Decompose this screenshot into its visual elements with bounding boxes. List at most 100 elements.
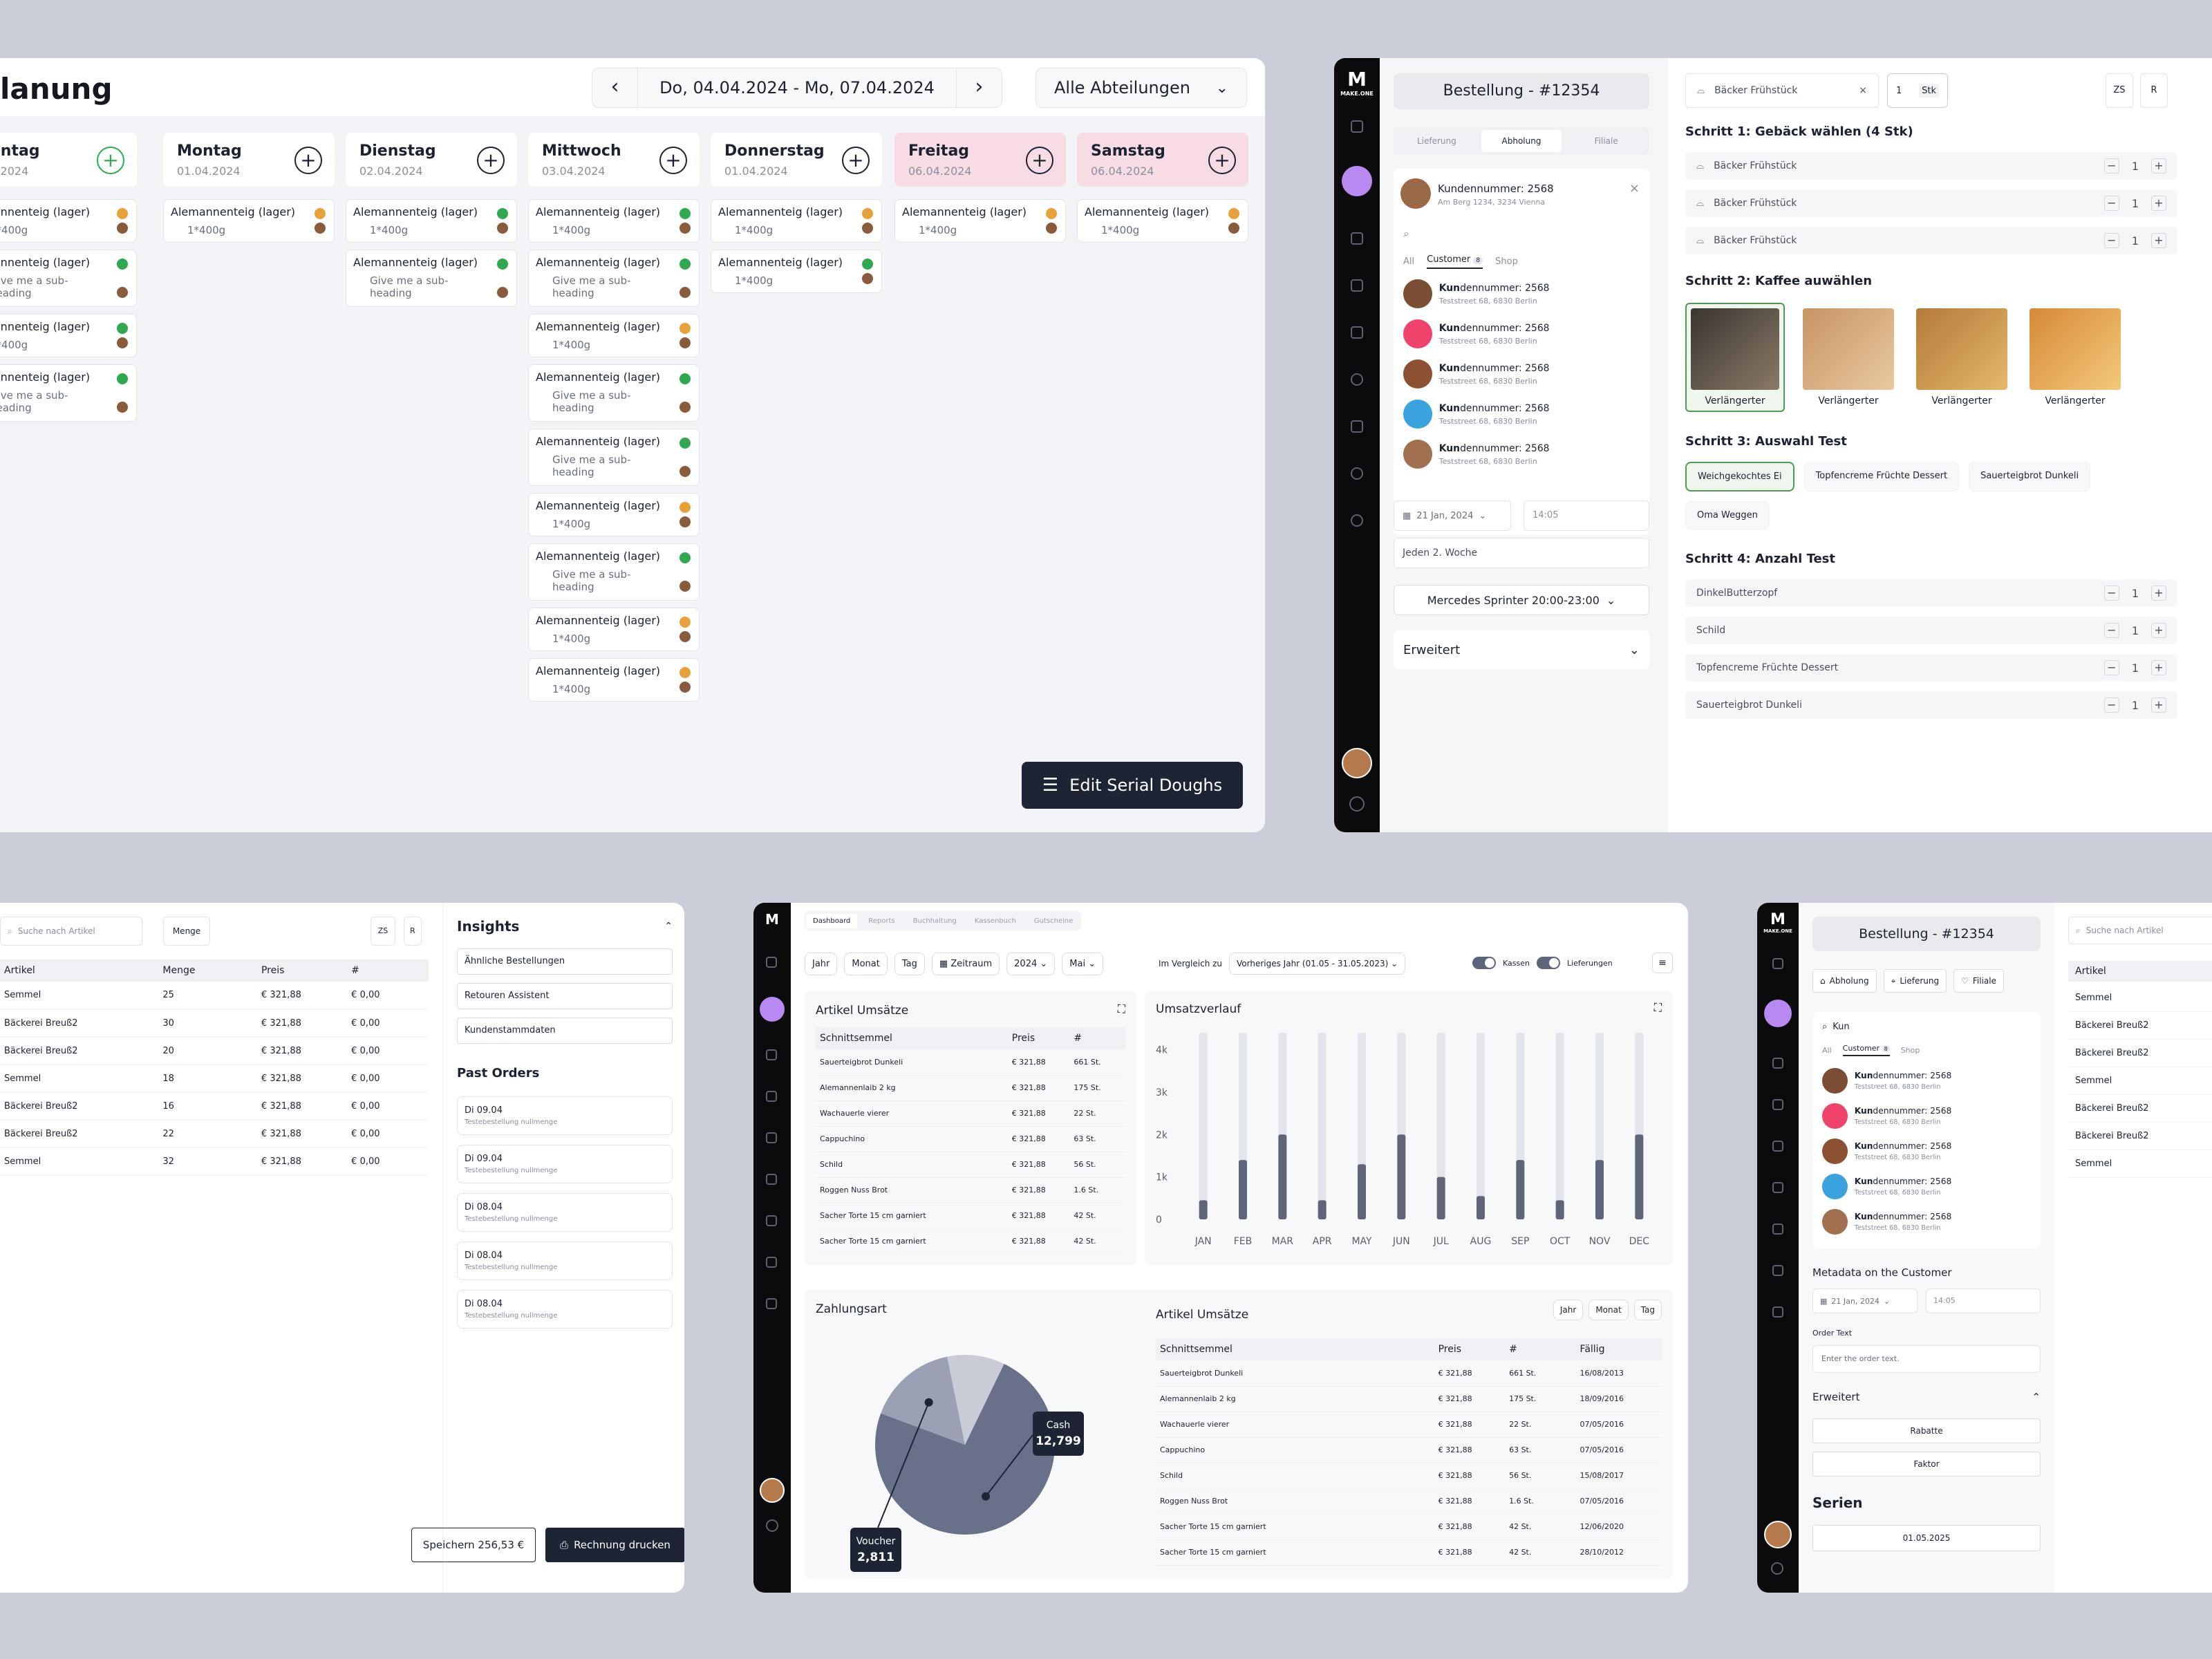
- bar[interactable]: [1555, 1200, 1564, 1219]
- bar[interactable]: [1318, 1200, 1327, 1219]
- coffee-option[interactable]: Verlängerter: [1799, 304, 1898, 411]
- order-text-input[interactable]: Enter the order text.: [1812, 1345, 2041, 1373]
- quantity-stepper[interactable]: −1 +: [2103, 196, 2166, 211]
- serien-date[interactable]: 01.05.2025: [1812, 1525, 2041, 1551]
- avatar[interactable]: [1764, 1521, 1792, 1548]
- warning-icon[interactable]: [766, 1215, 777, 1226]
- quantity-stepper[interactable]: −1 +: [2103, 623, 2166, 638]
- article-search[interactable]: ⌕ Suche nach Artikel: [2068, 917, 2212, 944]
- filter-all[interactable]: All: [1822, 1045, 1832, 1055]
- list-icon[interactable]: [1772, 1058, 1783, 1069]
- dough-card[interactable]: lemannenteig (lager) Give me a sub-headin…: [0, 250, 137, 307]
- test-option[interactable]: Weichgekochtes Ei: [1685, 462, 1794, 491]
- insight-item[interactable]: Retouren Assistent: [457, 983, 673, 1009]
- date-field[interactable]: ▦ 21 Jan, 2024 ⌄: [1812, 1288, 1918, 1313]
- insight-item[interactable]: Ähnliche Bestellungen: [457, 948, 673, 975]
- dough-card[interactable]: lemannenteig (lager) Give me a sub-headin…: [0, 364, 137, 422]
- extended-section[interactable]: Erweitert ⌄: [1394, 630, 1649, 669]
- customer-item[interactable]: Kundennummer: 2568 Teststreet 68, 6830 Be…: [1822, 1134, 2036, 1169]
- dough-card[interactable]: Alemannenteig (lager) 1*400g: [528, 314, 700, 357]
- test-option[interactable]: Sauerteigbrot Dunkeli: [1969, 462, 2091, 491]
- table-row[interactable]: Roggen Nuss Brot € 321,88 1.6 St.: [816, 1177, 1125, 1203]
- table-row[interactable]: Cappuchino € 321,88 63 St.: [816, 1126, 1125, 1152]
- r-button[interactable]: R: [404, 917, 422, 946]
- dough-card[interactable]: Alemannenteig (lager) Give me a sub-headi…: [528, 364, 700, 422]
- insight-item[interactable]: Kundenstammdaten: [457, 1018, 673, 1044]
- dough-card[interactable]: lemannenteig (lager) 1*400g: [0, 314, 137, 357]
- add-icon[interactable]: +: [842, 147, 870, 174]
- sales-filter-button[interactable]: Monat: [1588, 1300, 1629, 1320]
- past-order-item[interactable]: Di 08.04 Testebestellung nullmenge: [457, 1290, 673, 1329]
- dashboard-tab[interactable]: Buchhaltung: [912, 917, 957, 925]
- list-item[interactable]: Semmel: [2068, 1150, 2212, 1178]
- bar[interactable]: [1477, 1196, 1485, 1219]
- expand-icon[interactable]: ⛶: [1653, 1001, 1662, 1014]
- gear-icon[interactable]: [1772, 1306, 1783, 1318]
- table-row[interactable]: Schild € 321,88 56 St. 15/08/2017: [1156, 1463, 1662, 1489]
- prev-date-button[interactable]: ‹: [592, 68, 638, 107]
- table-row[interactable]: Sacher Torte 15 cm garniert € 321,88 42 St…: [1156, 1514, 1662, 1540]
- date-range-label[interactable]: Do, 04.04.2024 - Mo, 07.04.2024: [659, 78, 935, 97]
- menge-button[interactable]: Menge: [163, 917, 210, 946]
- avatar[interactable]: [1342, 748, 1372, 778]
- sales-filter-button[interactable]: Tag: [1633, 1300, 1662, 1320]
- table-row[interactable]: Schild € 321,88 56 St.: [816, 1152, 1125, 1178]
- sales-filter-button[interactable]: Jahr: [1553, 1300, 1584, 1320]
- table-row[interactable]: Wachauerle vierer € 321,88 22 St. 07/05/201…: [1156, 1412, 1662, 1438]
- insights-header[interactable]: Insights ⌃: [457, 918, 673, 935]
- dough-card[interactable]: Alemannenteig (lager) 1*400g: [894, 199, 1066, 243]
- list-item[interactable]: Bäckerei Breuß2: [2068, 1040, 2212, 1067]
- table-row[interactable]: Sauerteigbrot Dunkeli € 321,88 661 St. 16/0…: [1156, 1360, 1662, 1387]
- test-option[interactable]: Topfencreme Früchte Dessert: [1803, 462, 1960, 491]
- cart-icon[interactable]: [766, 1091, 777, 1102]
- power-icon[interactable]: [1771, 1562, 1783, 1575]
- document-icon[interactable]: [1351, 326, 1363, 339]
- chart-icon[interactable]: [766, 1257, 777, 1268]
- customer-item[interactable]: Kundennummer: 2568 Teststreet 68, 6830 Be…: [1822, 1098, 2036, 1134]
- table-row[interactable]: Alemannenlaib 2 kg € 321,88 175 St.: [816, 1075, 1125, 1101]
- edit-serial-doughs-button[interactable]: ☰ Edit Serial Doughs: [1022, 762, 1243, 809]
- save-button[interactable]: Speichern 256,53 €: [411, 1528, 536, 1562]
- filter-shop[interactable]: Shop: [1495, 256, 1518, 267]
- bar[interactable]: [1239, 1160, 1247, 1219]
- delivery-tab[interactable]: ⌂ Abholung: [1812, 969, 1877, 993]
- add-icon[interactable]: +: [294, 147, 322, 174]
- dough-card[interactable]: Alemannenteig (lager) 1*400g: [528, 658, 700, 702]
- dashboard-tab[interactable]: Gutscheine: [1033, 917, 1074, 925]
- add-icon[interactable]: +: [1208, 147, 1236, 174]
- dough-card[interactable]: Alemannenteig (lager) 1*400g: [528, 493, 700, 536]
- add-icon[interactable]: +: [97, 147, 124, 174]
- tab-filiale[interactable]: Filiale: [1594, 136, 1618, 146]
- faktor-button[interactable]: Faktor: [1812, 1452, 2041, 1477]
- dashboard-tab[interactable]: Dashboard: [806, 913, 858, 928]
- bar[interactable]: [1436, 1177, 1445, 1219]
- zs-button[interactable]: ZS: [2106, 73, 2133, 108]
- filter-shop[interactable]: Shop: [1900, 1045, 1920, 1055]
- time-filter-button[interactable]: Tag: [894, 953, 925, 975]
- table-row[interactable]: Wachauerle vierer € 321,88 22 St.: [816, 1100, 1125, 1127]
- bar[interactable]: [1358, 1164, 1366, 1219]
- past-order-item[interactable]: Di 09.04 Testebestellung nullmenge: [457, 1096, 673, 1135]
- power-icon[interactable]: [1349, 796, 1365, 812]
- delivery-tab[interactable]: ⌖ Lieferung: [1883, 969, 1947, 993]
- lieferungen-toggle[interactable]: [1536, 957, 1560, 969]
- list-item[interactable]: Semmel: [2068, 984, 2212, 1012]
- filter-customer[interactable]: Customer 8: [1842, 1044, 1890, 1056]
- pie-slice[interactable]: [947, 1355, 1004, 1445]
- dashboard-tab[interactable]: Reports: [868, 917, 895, 925]
- orders-icon[interactable]: [1342, 166, 1372, 196]
- customer-item[interactable]: Kundennummer: 2568 Teststreet 68, 6830 Be…: [1403, 434, 1638, 474]
- dashboard-tab[interactable]: Kassenbuch: [974, 917, 1016, 925]
- past-order-item[interactable]: Di 09.04 Testebestellung nullmenge: [457, 1145, 673, 1183]
- list-item[interactable]: Bäckerei Breuß2: [2068, 1012, 2212, 1040]
- past-order-item[interactable]: Di 08.04 Testebestellung nullmenge: [457, 1193, 673, 1232]
- list-item[interactable]: Semmel: [2068, 1067, 2212, 1095]
- gear-icon[interactable]: [1351, 514, 1363, 527]
- list-icon[interactable]: [766, 1049, 777, 1060]
- table-row[interactable]: Semmel 18 € 321,88 € 0,00: [0, 1065, 429, 1093]
- filter-customer[interactable]: Customer 8: [1427, 254, 1483, 269]
- tab-abholung[interactable]: Abholung: [1481, 130, 1562, 152]
- repeat-field[interactable]: Jeden 2. Woche: [1394, 538, 1649, 568]
- product-search[interactable]: ⌓ Bäcker Frühstück ×: [1685, 73, 1879, 108]
- kassen-toggle[interactable]: [1472, 957, 1496, 969]
